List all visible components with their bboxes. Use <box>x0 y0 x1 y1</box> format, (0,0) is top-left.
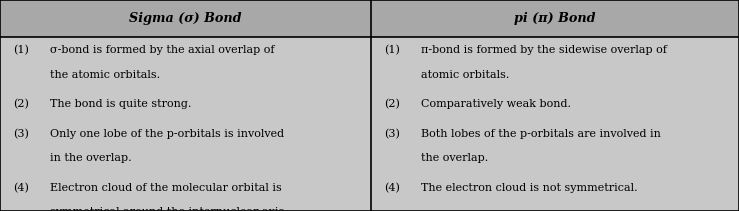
Text: (3): (3) <box>13 129 29 139</box>
Text: atomic orbitals.: atomic orbitals. <box>421 70 510 80</box>
Bar <box>371 0 739 37</box>
Text: pi (π) Bond: pi (π) Bond <box>514 12 596 25</box>
Text: the overlap.: the overlap. <box>421 153 488 163</box>
Text: The bond is quite strong.: The bond is quite strong. <box>50 99 191 109</box>
Text: Both lobes of the p-orbitals are involved in: Both lobes of the p-orbitals are involve… <box>421 129 661 139</box>
Bar <box>0 0 371 37</box>
Text: σ-bond is formed by the axial overlap of: σ-bond is formed by the axial overlap of <box>50 45 275 55</box>
Text: Comparatively weak bond.: Comparatively weak bond. <box>421 99 571 109</box>
Text: (3): (3) <box>384 129 400 139</box>
Text: Electron cloud of the molecular orbital is: Electron cloud of the molecular orbital … <box>50 183 282 192</box>
Text: symmetrical around the internuclear axis.: symmetrical around the internuclear axis… <box>50 207 288 211</box>
Text: Only one lobe of the p-orbitals is involved: Only one lobe of the p-orbitals is invol… <box>50 129 285 139</box>
Text: (2): (2) <box>384 99 400 110</box>
Text: The electron cloud is not symmetrical.: The electron cloud is not symmetrical. <box>421 183 638 192</box>
Text: (1): (1) <box>13 45 29 56</box>
Text: π-bond is formed by the sidewise overlap of: π-bond is formed by the sidewise overlap… <box>421 45 667 55</box>
Text: (4): (4) <box>384 183 400 193</box>
Text: the atomic orbitals.: the atomic orbitals. <box>50 70 160 80</box>
Text: (1): (1) <box>384 45 400 56</box>
Text: (2): (2) <box>13 99 29 110</box>
Text: (4): (4) <box>13 183 29 193</box>
Text: in the overlap.: in the overlap. <box>50 153 132 163</box>
Text: Sigma (σ) Bond: Sigma (σ) Bond <box>129 12 242 25</box>
